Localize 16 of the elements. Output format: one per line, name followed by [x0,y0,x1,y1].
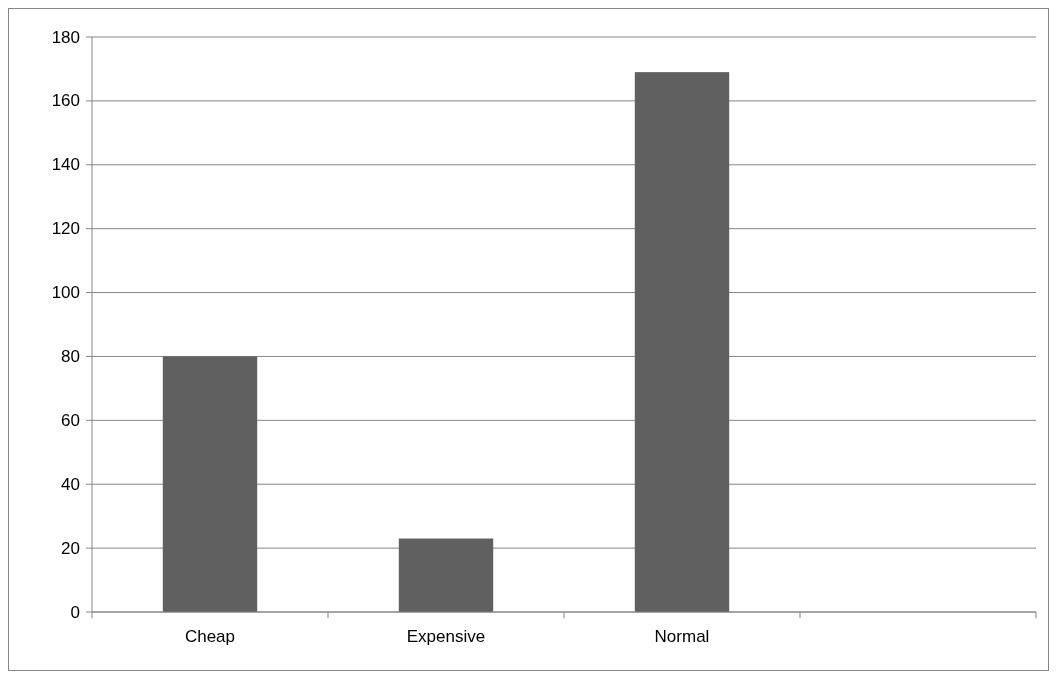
y-tick-label: 180 [51,27,80,47]
y-tick-label: 0 [70,602,80,622]
y-tick-label: 160 [51,91,80,111]
y-tick-label: 20 [61,538,80,558]
x-tick-label: Expensive [406,627,486,646]
bar [634,72,730,612]
bar [162,356,258,612]
bar [398,538,494,612]
x-tick-label: Normal [654,627,710,646]
y-tick-label: 120 [51,219,80,239]
y-tick-label: 140 [51,155,80,175]
y-tick-label: 100 [51,283,80,303]
x-tick-label: Cheap [184,627,236,646]
y-tick-label: 80 [61,346,80,366]
y-tick-label: 40 [61,474,80,494]
y-tick-label: 60 [61,410,80,430]
